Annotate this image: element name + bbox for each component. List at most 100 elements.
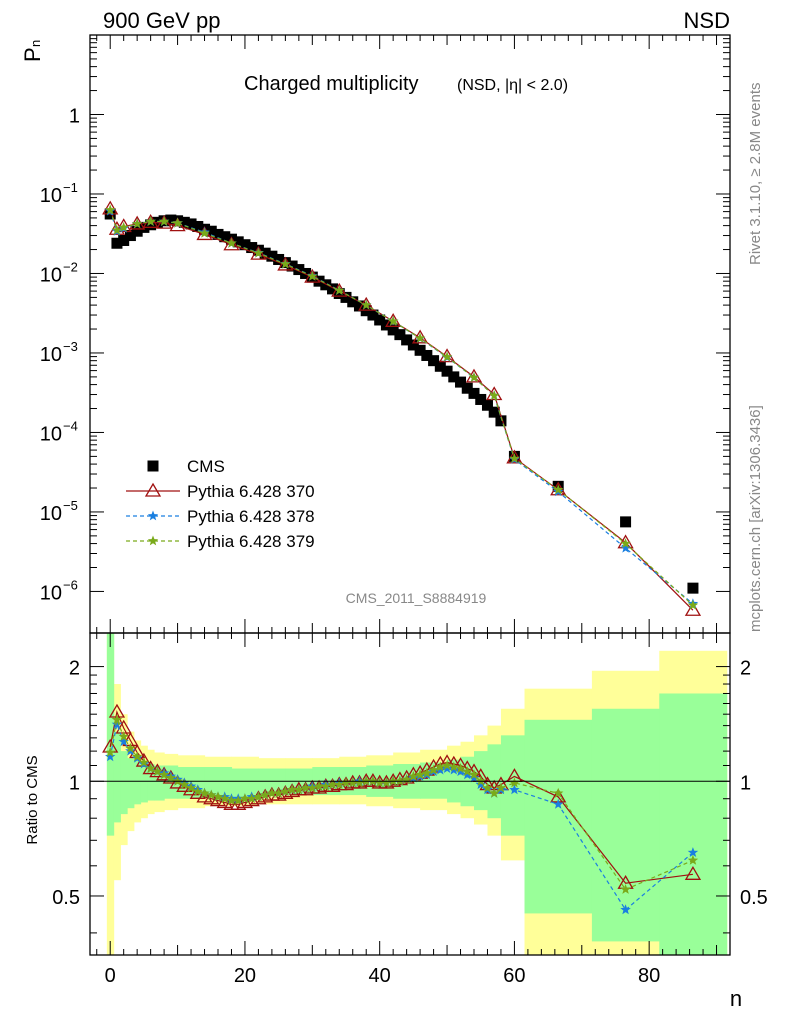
ratio-point-p379	[219, 793, 230, 804]
ratio-point-p379	[185, 782, 197, 793]
main-point-p379	[226, 237, 237, 248]
ratio-point-p379	[259, 789, 271, 800]
ratio-point-p379	[435, 761, 446, 772]
ratio-point-p379	[374, 777, 385, 788]
ratio-point-p379	[620, 884, 631, 894]
ratio-y-tick-label-right: 0.5	[740, 887, 768, 909]
main-point-cms	[185, 218, 197, 230]
ratio-point-p379	[212, 791, 224, 802]
main-point-p379	[620, 538, 631, 548]
main-point-cms	[212, 228, 224, 240]
ratio-point-p379	[361, 775, 372, 786]
main-point-p378	[620, 542, 631, 553]
main-point-cms	[401, 334, 413, 346]
ratio-point-p378	[687, 847, 699, 857]
ratio-point-p370	[236, 794, 254, 809]
ratio-point-p379	[455, 763, 466, 773]
main-point-cms	[495, 415, 507, 427]
main-point-p379	[105, 204, 116, 215]
ratio-point-p379	[509, 777, 520, 788]
main-point-p379	[489, 390, 500, 401]
main-point-cms	[131, 225, 143, 237]
main-point-cms	[111, 237, 123, 249]
ratio-point-p379	[226, 795, 237, 805]
main-point-cms	[165, 214, 177, 226]
main-point-p379	[361, 299, 372, 310]
ratio-point-p379	[179, 779, 190, 790]
ratio-point-p379	[367, 775, 379, 786]
ratio-frame	[89, 632, 731, 956]
ratio-point-p379	[421, 767, 433, 778]
ratio-band-green	[591, 708, 660, 942]
main-point-p370	[115, 218, 132, 233]
ratio-point-p378	[105, 751, 116, 762]
ratio-point-p378	[468, 772, 480, 783]
main-point-cms	[468, 387, 480, 399]
ratio-point-p379	[192, 786, 203, 796]
ratio-band-green	[154, 765, 165, 801]
main-point-p370	[684, 601, 702, 616]
ratio-point-p379	[293, 784, 305, 795]
main-point-cms	[428, 355, 440, 367]
header-left: 900 GeV pp	[103, 8, 220, 33]
ratio-point-p378	[620, 904, 631, 915]
main-point-p379	[199, 227, 210, 238]
main-point-p379	[509, 453, 520, 463]
x-axis-label: n	[730, 986, 742, 1011]
main-point-p370	[486, 386, 503, 401]
ratio-point-p379	[394, 775, 406, 786]
ratio-point-p379	[428, 764, 439, 775]
ratio-x-tick-label: 20	[234, 965, 256, 987]
ratio-x-tick-label: 40	[369, 965, 391, 987]
main-point-p379	[553, 484, 564, 495]
main-point-cms	[259, 247, 271, 259]
ratio-point-p379	[468, 769, 480, 780]
ratio-point-p378	[441, 763, 453, 773]
ratio-point-p379	[246, 793, 257, 804]
ratio-band-green	[524, 719, 593, 914]
main-point-p379	[118, 221, 129, 232]
main-point-cms	[481, 399, 493, 411]
main-point-cms	[273, 253, 285, 265]
ratio-point-p379	[118, 731, 129, 741]
main-point-p370	[102, 200, 119, 215]
main-point-cms	[475, 393, 487, 405]
ratio-y-tick-label: 2	[69, 658, 80, 680]
main-point-p379	[441, 351, 453, 362]
ratio-point-p379	[687, 854, 699, 865]
ratio-point-p379	[172, 775, 183, 786]
main-y-label: P n	[20, 40, 45, 62]
ratio-point-p379	[313, 780, 325, 791]
main-y-tick-exponent: −4	[63, 418, 78, 433]
ratio-band-green	[231, 768, 260, 797]
analysis-id: CMS_2011_S8884919	[346, 590, 487, 606]
main-y-tick-label: 10	[40, 344, 62, 366]
ratio-point-p379	[152, 766, 163, 777]
ratio-point-p379	[138, 757, 150, 767]
main-point-p370	[277, 256, 294, 271]
ratio-point-p378	[448, 764, 459, 775]
ratio-point-p370	[216, 794, 233, 809]
ratio-point-p379	[462, 766, 473, 777]
main-point-cms	[118, 234, 130, 246]
main-point-cms	[620, 516, 632, 528]
main-point-cms	[178, 216, 190, 228]
ratio-band-green	[120, 751, 128, 815]
ratio-band-green	[133, 761, 142, 805]
ratio-point-p370	[209, 792, 227, 807]
ratio-point-p379	[266, 787, 278, 798]
main-point-p370	[304, 268, 321, 283]
legend-label-p370: Pythia 6.428 370	[187, 482, 315, 501]
ratio-point-p379	[131, 751, 143, 762]
ratio-point-p379	[165, 772, 177, 783]
main-point-p379	[687, 599, 699, 610]
main-point-cms	[434, 360, 446, 372]
ratio-point-p379	[475, 775, 486, 786]
main-point-cms	[455, 376, 467, 388]
ratio-point-p378	[509, 784, 520, 795]
main-y-tick-exponent: −3	[63, 339, 78, 354]
main-point-p379	[158, 216, 170, 226]
ratio-point-p370	[243, 792, 260, 807]
main-point-cms	[320, 279, 332, 291]
main-point-p370	[250, 245, 267, 260]
